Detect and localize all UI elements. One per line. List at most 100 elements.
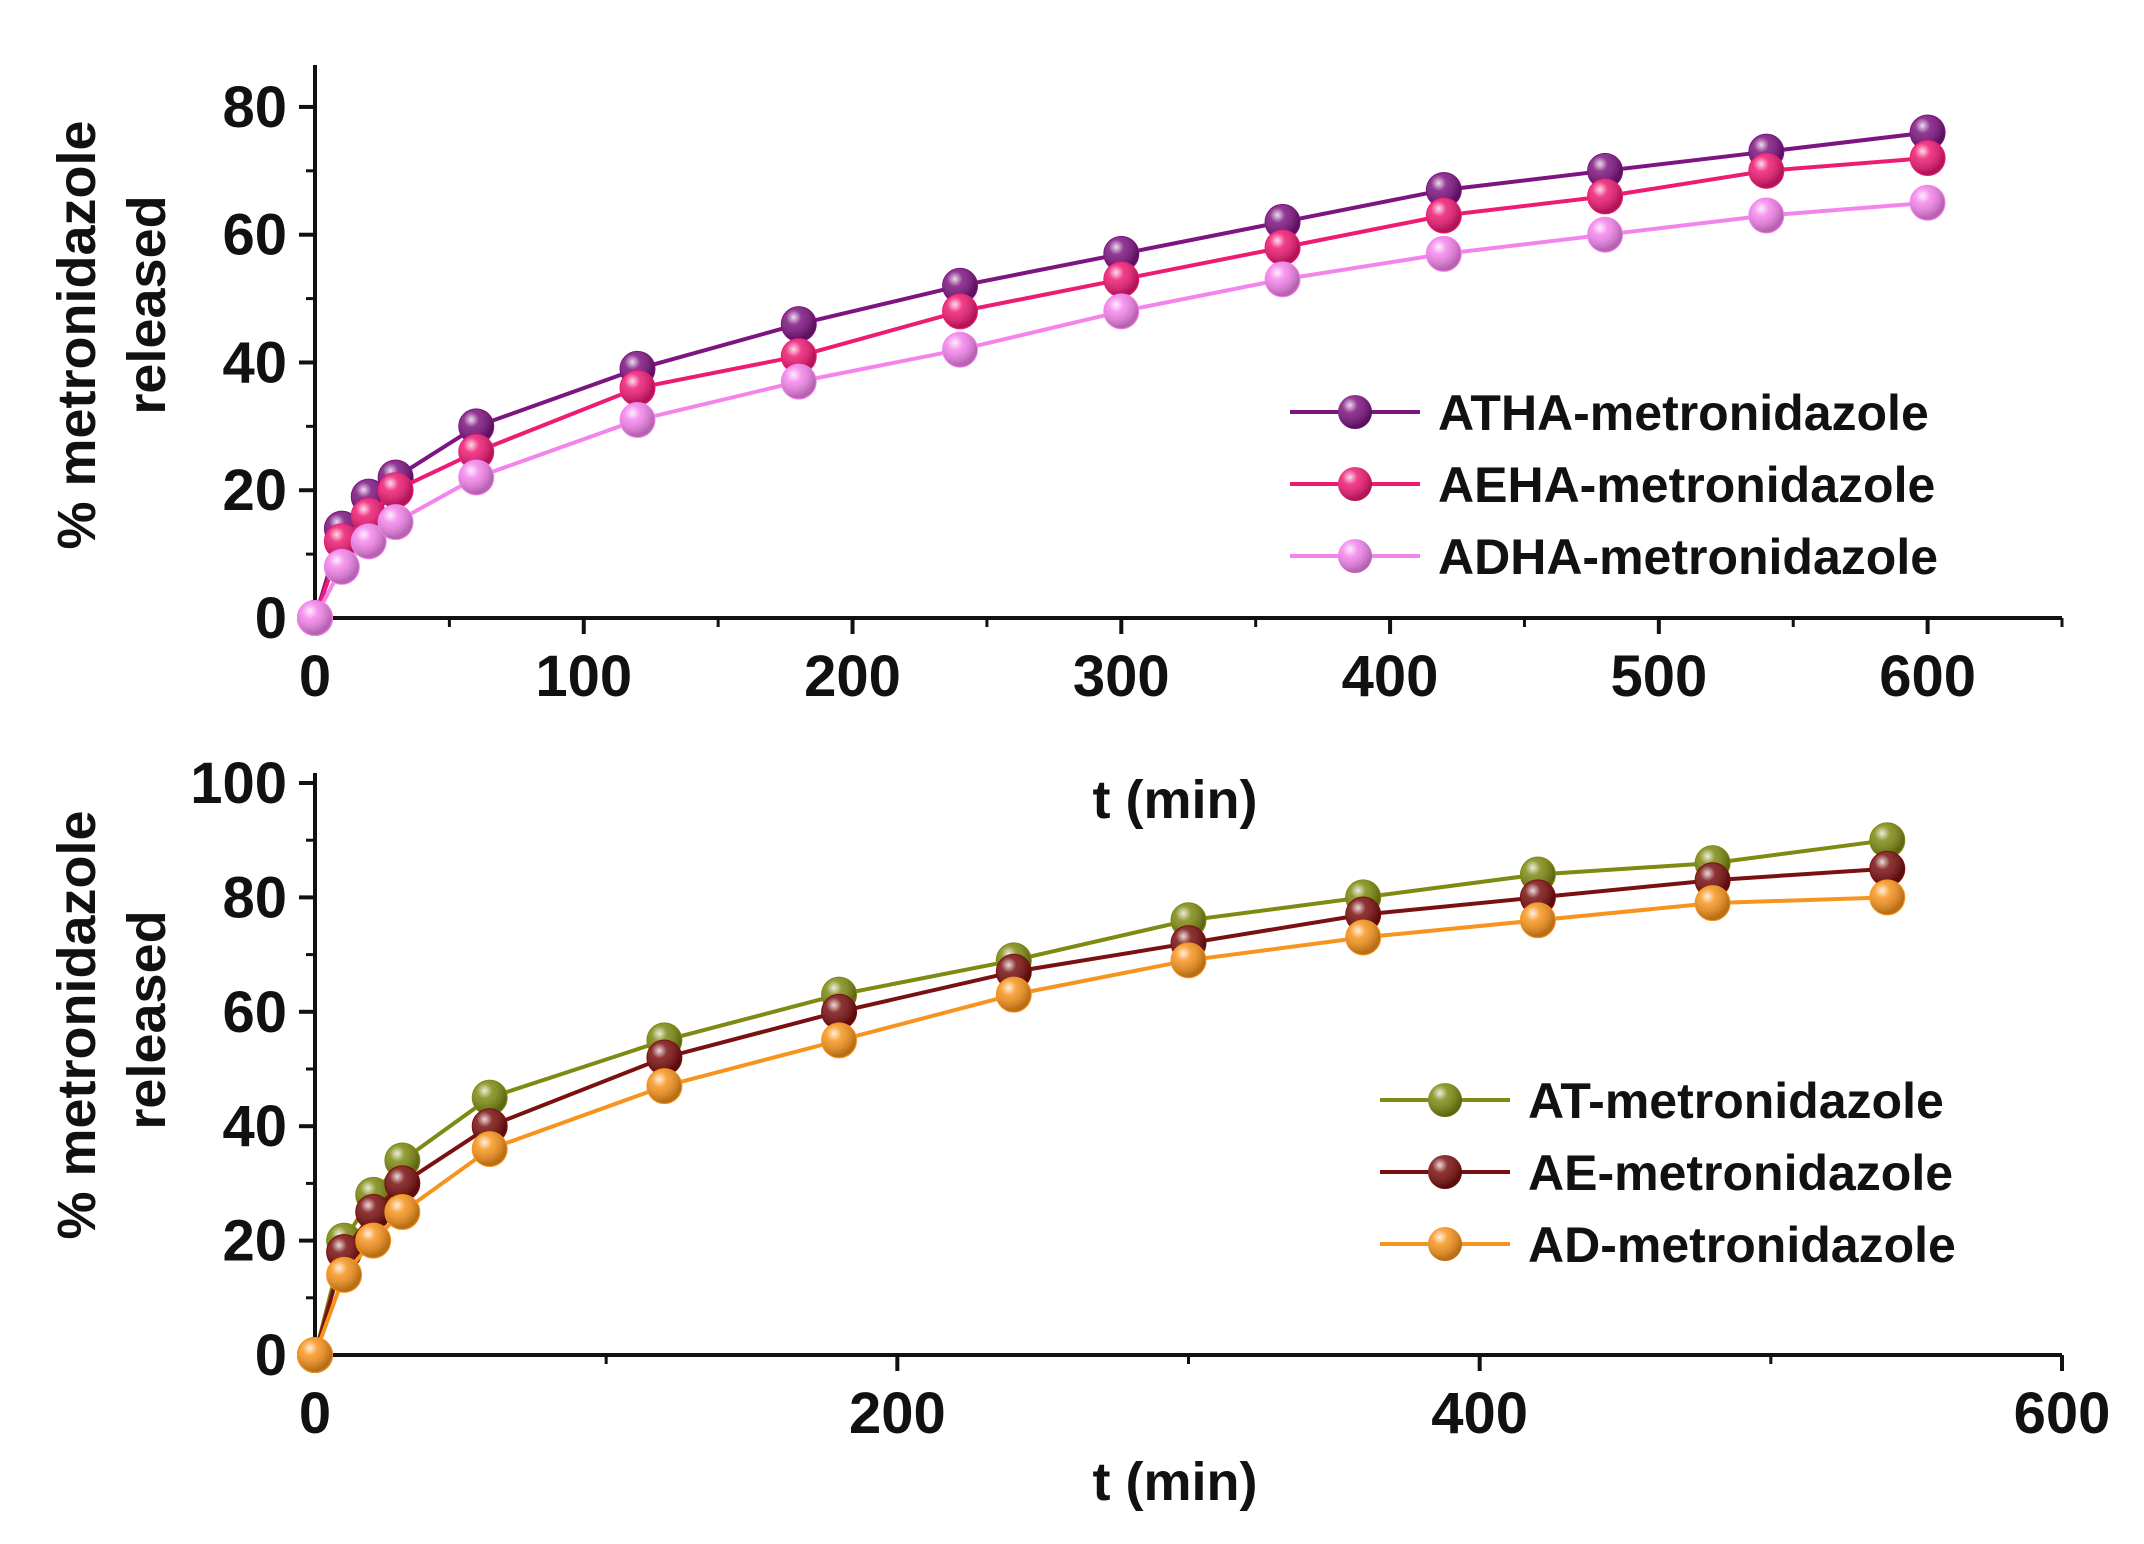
legend-item: AT-metronidazole — [1380, 1073, 1944, 1129]
data-point-highlight — [472, 1080, 507, 1115]
data-point-highlight — [1104, 262, 1139, 297]
legend-item: ADHA-metronidazole — [1290, 529, 1938, 585]
data-point-highlight — [378, 473, 413, 508]
x-tick-label: 300 — [1073, 644, 1170, 709]
chart-panel-bottom: % metronidazole released 0 200 400 600 0 20 40… — [47, 751, 2110, 1512]
data-point-highlight — [943, 268, 978, 303]
y-axis-title-line1: % metronidazole — [47, 120, 107, 549]
y-tick-label: 60 — [222, 203, 287, 268]
data-point-highlight — [1910, 115, 1945, 150]
data-point-highlight — [1588, 153, 1623, 188]
x-tick-label: 500 — [1610, 644, 1707, 709]
legend-item: AD-metronidazole — [1380, 1217, 1956, 1273]
data-point-highlight — [298, 601, 332, 635]
legend-label: ADHA-metronidazole — [1438, 529, 1938, 585]
series-adha-metronidazole — [297, 184, 1946, 636]
data-point-highlight — [459, 460, 494, 495]
data-point-highlight — [378, 505, 413, 540]
data-point-highlight — [351, 498, 386, 533]
x-tick-label: 0 — [299, 1381, 331, 1446]
data-point-highlight — [1104, 294, 1139, 329]
y-tick-label: 100 — [190, 751, 287, 816]
legend-label: AEHA-metronidazole — [1438, 457, 1935, 513]
data-point-highlight — [356, 1223, 391, 1258]
legend-marker-highlight — [1428, 1083, 1462, 1117]
data-point-highlight — [1426, 172, 1461, 207]
data-point-highlight — [385, 1195, 420, 1229]
data-point-highlight — [943, 332, 978, 367]
x-tick-label: 600 — [1879, 644, 1976, 709]
data-point-highlight — [1426, 236, 1461, 271]
legend-item: AEHA-metronidazole — [1290, 457, 1935, 513]
y-tick-label: 0 — [255, 1323, 287, 1388]
y-axis-title-top: % metronidazole released — [47, 120, 177, 549]
data-point-highlight — [459, 409, 494, 444]
data-point-highlight — [1588, 217, 1623, 252]
y-tick-label: 80 — [222, 865, 287, 930]
legend-item: AE-metronidazole — [1380, 1145, 1953, 1201]
data-point-highlight — [647, 1069, 682, 1104]
data-point-highlight — [647, 1040, 682, 1075]
legend-label: AE-metronidazole — [1528, 1145, 1953, 1201]
data-point-highlight — [1910, 141, 1945, 176]
series-group-bottom — [297, 822, 1906, 1373]
data-point-highlight — [324, 524, 359, 559]
data-point-highlight — [1910, 185, 1945, 220]
ticks-bottom: 0 200 400 600 0 20 40 60 80 100 — [190, 751, 2110, 1446]
data-point-highlight — [1870, 823, 1905, 858]
y-tick-label: 80 — [222, 75, 287, 140]
data-point-highlight — [1695, 886, 1730, 921]
data-point-highlight — [327, 1257, 362, 1292]
data-point-highlight — [472, 1132, 507, 1167]
x-tick-label: 100 — [535, 644, 632, 709]
chart-panel-top: % metronidazole released 0 100 200 300 400 50… — [47, 65, 2064, 830]
series-group-top — [297, 114, 1946, 636]
data-point-highlight — [1265, 262, 1300, 297]
data-point-highlight — [324, 549, 359, 584]
data-point-highlight — [781, 307, 816, 342]
x-axis-title-bottom: t (min) — [1093, 1452, 1258, 1512]
data-point-highlight — [1346, 920, 1381, 955]
legend-marker-highlight — [1428, 1227, 1462, 1261]
axes-top — [313, 65, 2062, 620]
legend-label: AT-metronidazole — [1528, 1073, 1944, 1129]
x-tick-label: 200 — [804, 644, 901, 709]
data-point-highlight — [356, 1195, 391, 1229]
data-point-highlight — [1171, 943, 1206, 978]
y-tick-label: 20 — [222, 458, 287, 523]
x-tick-label: 400 — [1431, 1381, 1528, 1446]
x-tick-label: 400 — [1342, 644, 1439, 709]
data-point-highlight — [459, 434, 494, 469]
x-tick-label: 600 — [2014, 1381, 2111, 1446]
legend-label: AD-metronidazole — [1528, 1217, 1956, 1273]
y-tick-label: 20 — [222, 1209, 287, 1274]
legend-marker-highlight — [1338, 539, 1372, 573]
data-point-highlight — [1749, 153, 1784, 188]
data-point-highlight — [943, 294, 978, 329]
ticks-top: 0 100 200 300 400 500 600 0 20 40 60 80 — [222, 75, 2064, 709]
y-axis-title-bottom: % metronidazole released — [47, 810, 177, 1239]
data-point-highlight — [1520, 903, 1555, 938]
legend-top: ATHA-metronidazole AEHA-metronidazole ADHA… — [1290, 385, 1938, 585]
x-tick-label: 0 — [299, 644, 331, 709]
data-point-highlight — [1104, 236, 1139, 271]
data-point-highlight — [1265, 230, 1300, 265]
series-aeha-metronidazole — [297, 140, 1946, 636]
data-point-highlight — [351, 524, 386, 559]
data-point-highlight — [1265, 204, 1300, 239]
x-tick-label: 200 — [849, 1381, 946, 1446]
data-point-highlight — [781, 339, 816, 374]
y-axis-title-line2: released — [117, 910, 177, 1129]
series-ad-metronidazole — [297, 879, 1906, 1373]
legend-label: ATHA-metronidazole — [1438, 385, 1929, 441]
legend-marker-highlight — [1338, 467, 1372, 501]
legend-marker-highlight — [1338, 395, 1372, 429]
y-tick-label: 40 — [222, 1094, 287, 1159]
x-axis-title-top: t (min) — [1093, 770, 1258, 830]
data-point-highlight — [822, 1023, 857, 1058]
data-point-highlight — [298, 1338, 332, 1372]
y-tick-label: 40 — [222, 330, 287, 395]
data-point-highlight — [781, 364, 816, 399]
y-tick-label: 0 — [255, 586, 287, 651]
